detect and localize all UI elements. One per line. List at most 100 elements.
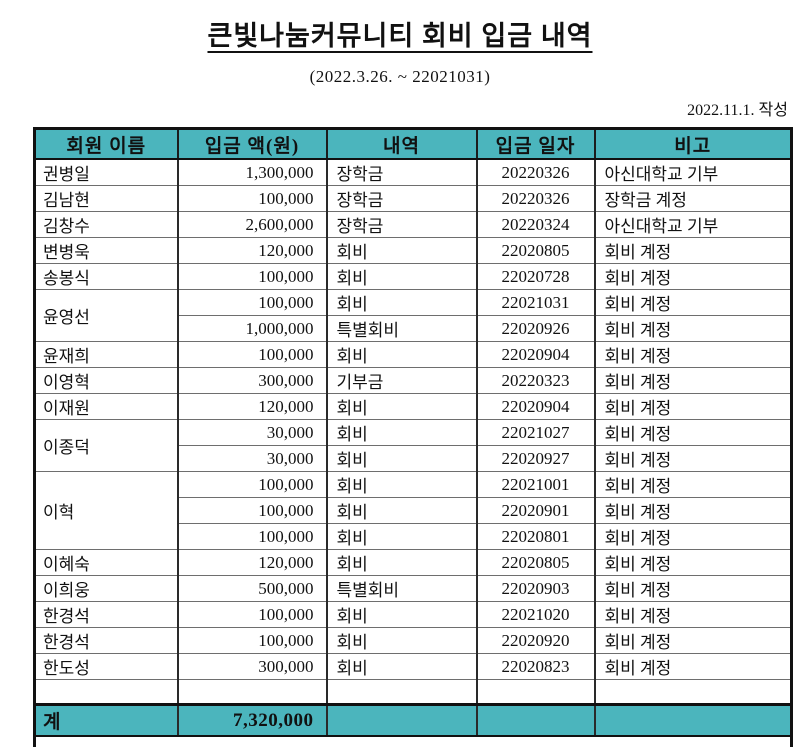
- spacer-row: [33, 679, 792, 705]
- total-amount: 7,320,000: [176, 703, 327, 737]
- amount-cell: 1,300,000: [176, 158, 327, 186]
- description-cell: 회비: [325, 289, 477, 316]
- amount-cell: 100,000: [176, 471, 327, 498]
- member-name-cell: 이종덕: [33, 419, 178, 472]
- date-cell: 22020903: [475, 575, 595, 602]
- date-cell: 22021027: [475, 419, 595, 446]
- amount-cell: 100,000: [176, 289, 327, 316]
- header-deposit-date: 입금 일자: [475, 128, 595, 160]
- amount-cell: 2,600,000: [176, 211, 327, 238]
- note-cell: 회비 계정: [593, 237, 792, 264]
- description-cell: 회비: [325, 419, 477, 446]
- note-cell: 회비 계정: [593, 367, 792, 394]
- member-name-cell: 윤재희: [33, 341, 178, 368]
- table-header-row: 회원 이름 입금 액(원) 내역 입금 일자 비고: [33, 128, 792, 160]
- table-row: 1,000,000 특별회비 22020926 회비 계정: [35, 315, 792, 342]
- description-cell: 회비: [325, 237, 477, 264]
- date-cell: 22020926: [475, 315, 595, 342]
- table-row: 김남현 100,000 장학금 20220326 장학금 계정: [33, 185, 792, 212]
- bottom-spacer-row: [35, 736, 792, 747]
- header-member-name: 회원 이름: [33, 128, 178, 160]
- note-cell: 장학금 계정: [593, 185, 792, 212]
- table-row: 이영혁 300,000 기부금 20220323 회비 계정: [33, 367, 792, 394]
- member-name-cell: 한경석: [33, 601, 178, 628]
- table-row: 변병욱 120,000 회비 22020805 회비 계정: [33, 237, 792, 264]
- empty-cell: [593, 703, 792, 737]
- amount-cell: 120,000: [176, 549, 327, 576]
- fee-table: 회원 이름 입금 액(원) 내역 입금 일자 비고 권병일 1,300,000 장학…: [33, 127, 793, 747]
- table-row: 한경석 100,000 회비 22020920 회비 계정: [33, 627, 792, 654]
- date-cell: 22020728: [475, 263, 595, 290]
- header-note: 비고: [593, 128, 792, 160]
- note-cell: 회비 계정: [593, 263, 792, 290]
- table-header: 회원 이름 입금 액(원) 내역 입금 일자 비고: [33, 128, 792, 160]
- amount-cell: 120,000: [176, 393, 327, 420]
- amount-cell: 300,000: [176, 367, 327, 394]
- amount-cell: 300,000: [176, 653, 327, 680]
- table-row: 윤영선 100,000 회비 22021031 회비 계정: [33, 289, 792, 342]
- description-cell: 회비: [325, 341, 477, 368]
- created-date: 2022.11.1. 작성: [687, 102, 788, 119]
- amount-cell: 100,000: [176, 185, 327, 212]
- date-cell: 22020920: [475, 627, 595, 654]
- empty-cell: [325, 679, 477, 705]
- amount-cell: 500,000: [176, 575, 327, 602]
- date-cell: 20220326: [475, 185, 595, 212]
- date-cell: 22020805: [475, 549, 595, 576]
- empty-cell: [475, 703, 595, 737]
- description-cell: 장학금: [325, 211, 477, 238]
- description-cell: 회비: [325, 263, 477, 290]
- description-cell: 회비: [325, 445, 477, 472]
- date-cell: 20220324: [475, 211, 595, 238]
- note-cell: 회비 계정: [593, 289, 792, 316]
- amount-cell: 30,000: [176, 445, 327, 472]
- page-title-text: 큰빛나눔커뮤니티 회비 입금 내역: [207, 21, 593, 51]
- amount-cell: 100,000: [176, 341, 327, 368]
- description-cell: 회비: [325, 653, 477, 680]
- empty-cell: [35, 736, 792, 747]
- description-cell: 회비: [325, 627, 477, 654]
- table-row: 이혜숙 120,000 회비 22020805 회비 계정: [33, 549, 792, 576]
- description-cell: 특별회비: [325, 315, 477, 342]
- table-row: 이혁 100,000 회비 22021001 회비 계정: [33, 471, 792, 550]
- amount-cell: 100,000: [176, 601, 327, 628]
- table-row: 100,000 회비 22020801 회비 계정: [35, 523, 792, 550]
- amount-cell: 100,000: [176, 627, 327, 654]
- amount-cell: 100,000: [176, 263, 327, 290]
- member-name-cell: 이혁: [33, 471, 178, 550]
- note-cell: 아신대학교 기부: [593, 211, 792, 238]
- date-cell: 22020823: [475, 653, 595, 680]
- amount-cell: 1,000,000: [176, 315, 327, 342]
- note-cell: 회비 계정: [593, 653, 792, 680]
- empty-cell: [176, 679, 327, 705]
- amount-cell: 100,000: [176, 523, 327, 550]
- table-body: 권병일 1,300,000 장학금 20220326 아신대학교 기부 김남현 100,00…: [33, 158, 792, 680]
- member-name-cell: 김남현: [33, 185, 178, 212]
- note-cell: 회비 계정: [593, 419, 792, 446]
- description-cell: 기부금: [325, 367, 477, 394]
- total-label: 계: [33, 703, 178, 737]
- member-name-cell: 한경석: [33, 627, 178, 654]
- table-row: 이재원 120,000 회비 22020904 회비 계정: [33, 393, 792, 420]
- member-name-cell: 변병욱: [33, 237, 178, 264]
- table-row: 윤재희 100,000 회비 22020904 회비 계정: [33, 341, 792, 368]
- description-cell: 회비: [325, 497, 477, 524]
- note-cell: 회비 계정: [593, 523, 792, 550]
- table-row: 이희웅 500,000 특별회비 22020903 회비 계정: [33, 575, 792, 602]
- header-description: 내역: [325, 128, 477, 160]
- total-row: 계 7,320,000: [33, 703, 792, 737]
- empty-cell: [593, 679, 792, 705]
- member-name-cell: 송봉식: [33, 263, 178, 290]
- date-cell: 22020904: [475, 341, 595, 368]
- note-cell: 아신대학교 기부: [593, 158, 792, 186]
- description-cell: 회비: [325, 393, 477, 420]
- date-cell: 22021001: [475, 471, 595, 498]
- date-cell: 22020901: [475, 497, 595, 524]
- note-cell: 회비 계정: [593, 601, 792, 628]
- date-cell: 20220323: [475, 367, 595, 394]
- date-cell: 22020805: [475, 237, 595, 264]
- description-cell: 회비: [325, 549, 477, 576]
- member-name-cell: 이희웅: [33, 575, 178, 602]
- description-cell: 회비: [325, 523, 477, 550]
